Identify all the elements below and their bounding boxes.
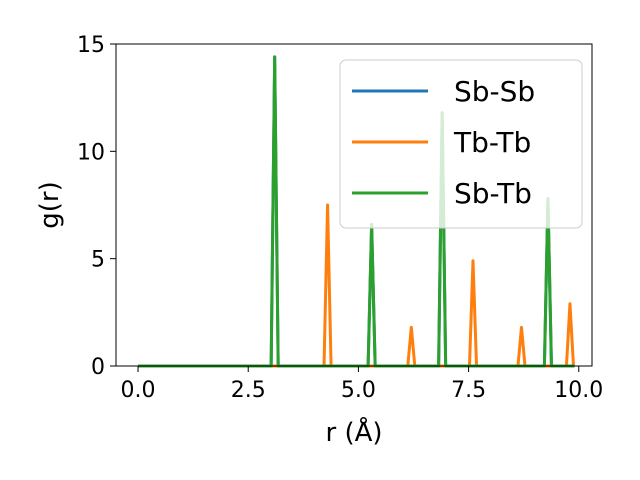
x-tick-label: 0.0 [121,378,156,403]
legend-label-sb-sb: Sb-Sb [454,75,535,108]
y-tick-label: 0 [91,355,105,380]
legend-label-tb-tb: Tb-Tb [453,126,531,159]
y-tick-label: 5 [91,248,105,273]
x-tick-label: 5.0 [341,378,376,403]
x-tick-label: 10.0 [554,378,603,403]
legend-box [339,59,583,229]
legend-label-sb-tb: Sb-Tb [454,177,532,210]
axes-frame [115,43,593,367]
x-tick-label: 2.5 [231,378,266,403]
y-tick-label: 15 [77,33,105,58]
y-tick-label: 10 [77,140,105,165]
series-line-tb-tb [138,203,575,368]
x-axis-ticks: 0.0 2.5 5.0 7.5 10.0 [121,366,603,403]
legend: Sb-Sb Tb-Tb Sb-Tb [339,59,583,229]
y-axis-ticks: 0 5 10 15 [77,33,116,380]
y-axis-label: g(r) [35,181,65,228]
x-tick-label: 7.5 [451,378,486,403]
x-axis-label: r (Å) [325,416,382,448]
